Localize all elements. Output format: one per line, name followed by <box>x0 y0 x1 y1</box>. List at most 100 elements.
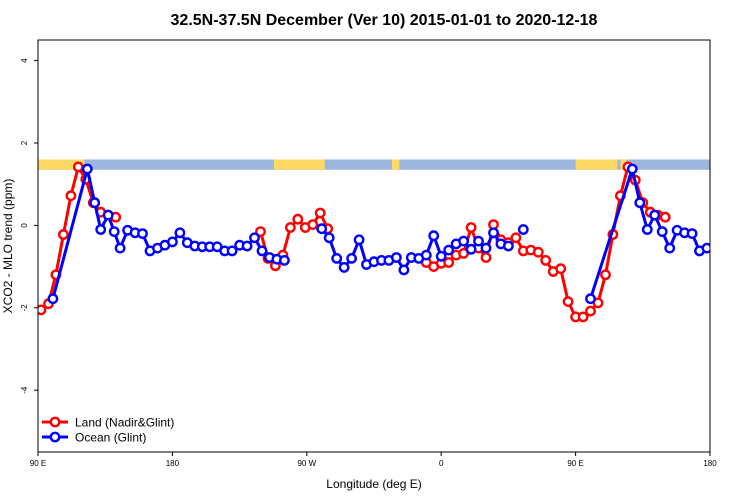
x-axis-label: Longitude (deg E) <box>326 477 421 491</box>
data-point-land <box>540 254 552 266</box>
legend-ocean-label: Ocean (Glint) <box>75 431 146 445</box>
data-point-ocean <box>316 223 328 235</box>
data-point-ocean <box>626 163 638 175</box>
data-point-land <box>659 211 671 223</box>
data-point-land <box>510 232 522 244</box>
data-point-ocean <box>428 230 440 242</box>
data-point-ocean <box>649 209 661 221</box>
data-point-ocean <box>709 242 710 249</box>
data-point-ocean <box>585 293 596 305</box>
data-point-land <box>443 257 455 268</box>
data-point-land <box>314 207 326 219</box>
data-point-ocean <box>346 252 357 264</box>
data-point-land <box>292 213 304 225</box>
chart-title: 32.5N-37.5N December (Ver 10) 2015-01-01… <box>171 12 598 29</box>
data-point-ocean <box>114 242 126 254</box>
data-point-ocean <box>166 236 178 248</box>
legend-land-label: Land (Nadir&Glint) <box>75 416 174 430</box>
data-point-ocean <box>102 209 114 221</box>
data-point-ocean <box>686 228 698 240</box>
data-point-ocean <box>701 242 710 254</box>
ocean-strip <box>38 159 710 170</box>
data-point-ocean <box>458 235 469 247</box>
legend-land-marker <box>49 416 61 428</box>
data-point-land <box>585 305 596 317</box>
x-tick-label: 90 E <box>30 459 46 468</box>
data-point-ocean <box>480 242 492 254</box>
data-point-ocean <box>398 264 410 276</box>
data-point-ocean <box>323 232 335 244</box>
data-point-land <box>255 226 266 238</box>
land-ocean-strip <box>38 159 710 170</box>
data-point-land <box>284 222 296 233</box>
data-point-ocean <box>226 245 238 257</box>
data-point-ocean <box>656 226 668 238</box>
data-point-ocean <box>338 261 350 273</box>
x-tick-label: 0 <box>439 459 444 468</box>
data-point-ocean <box>108 226 120 238</box>
data-point-land <box>58 229 69 240</box>
x-tick-label: 180 <box>166 459 180 468</box>
data-point-land <box>65 190 77 202</box>
y-axis-ticks: -4 -2 0 2 4 <box>20 58 38 394</box>
data-point-ocean <box>390 252 402 263</box>
y-axis-label: XCO2 - MLO trend (ppm) <box>1 179 15 314</box>
data-point-ocean <box>47 293 59 305</box>
data-point-ocean <box>634 197 646 209</box>
series-line-ocean <box>589 167 710 300</box>
data-point-land <box>307 219 319 231</box>
data-point-ocean <box>241 240 253 252</box>
data-point-ocean <box>81 163 93 175</box>
data-point-ocean <box>174 227 186 239</box>
data-point-ocean <box>641 224 653 235</box>
data-point-land <box>38 304 47 316</box>
data-point-ocean <box>473 235 484 247</box>
y-tick-label: 2 <box>20 140 29 145</box>
data-point-ocean <box>256 245 268 257</box>
land-segment <box>391 159 400 170</box>
data-point-ocean <box>137 228 148 240</box>
data-point-ocean <box>435 250 447 262</box>
x-axis-ticks: 90 E 180 90 W 0 90 E 180 <box>30 452 717 468</box>
data-point-land <box>577 311 589 323</box>
x-tick-label: 180 <box>703 459 717 468</box>
data-point-ocean <box>89 197 101 209</box>
data-point-ocean <box>278 254 290 266</box>
x-tick-label: 90 E <box>567 459 583 468</box>
data-point-land <box>532 246 544 258</box>
data-point-ocean <box>249 232 260 244</box>
data-point-land <box>465 222 477 233</box>
data-point-ocean <box>664 242 676 254</box>
land-segment <box>575 159 618 170</box>
data-point-land <box>555 263 567 275</box>
y-tick-label: 0 <box>20 223 29 228</box>
series-ocean <box>47 163 726 305</box>
data-point-ocean <box>488 227 499 239</box>
data-point-land <box>480 252 492 263</box>
data-point-ocean <box>502 240 514 252</box>
data-point-ocean <box>718 238 726 246</box>
data-point-ocean <box>353 234 365 246</box>
data-point-ocean <box>517 224 529 235</box>
y-tick-label: 4 <box>20 58 29 63</box>
data-point-land <box>562 296 574 307</box>
x-tick-label: 90 W <box>297 459 316 468</box>
legend-ocean-marker <box>49 431 61 443</box>
y-tick-label: -2 <box>20 304 29 312</box>
data-point-ocean <box>443 244 455 256</box>
land-segment <box>273 159 325 170</box>
series-line-land <box>40 165 117 312</box>
data-point-ocean <box>95 224 107 235</box>
series-layer <box>38 161 726 323</box>
data-point-ocean <box>465 243 477 255</box>
data-point-ocean <box>331 252 343 264</box>
land-segment <box>38 159 85 170</box>
y-tick-label: -4 <box>20 386 29 394</box>
legend: Land (Nadir&Glint) Ocean (Glint) <box>42 416 174 445</box>
plot-frame <box>37 39 711 453</box>
data-point-ocean <box>420 249 432 261</box>
data-point-land <box>600 269 611 281</box>
data-point-land <box>72 161 84 173</box>
series-land <box>38 161 671 323</box>
